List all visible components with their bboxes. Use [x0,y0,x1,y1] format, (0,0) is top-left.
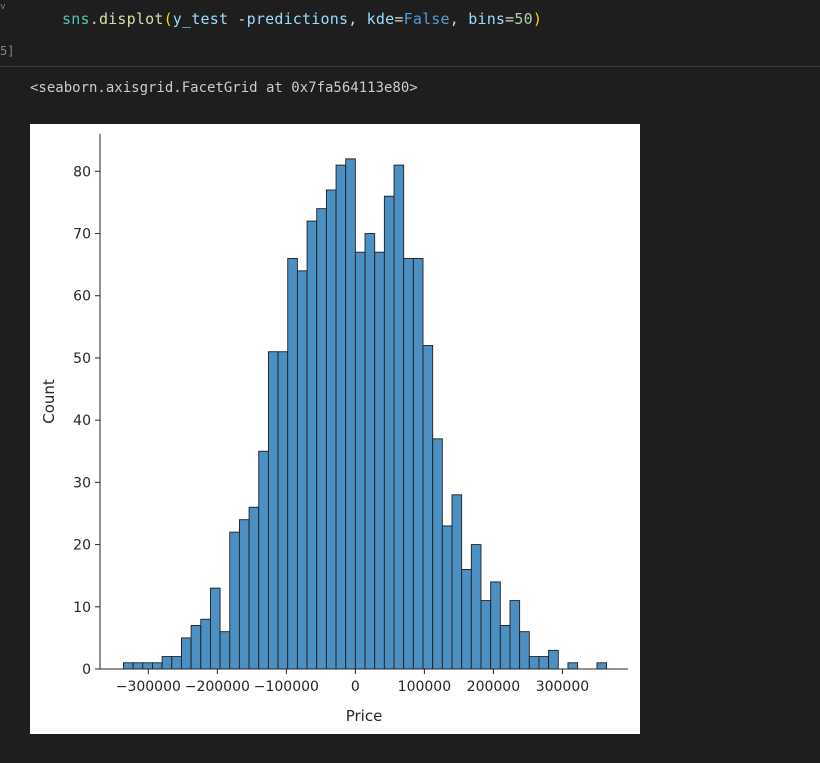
code-token-50: 50 [514,10,533,28]
histogram-bars [123,158,608,670]
histogram-bar [499,625,511,670]
histogram-bar [190,625,202,670]
histogram-bar [180,637,192,670]
histogram-bar [142,662,153,670]
y-tick-label: 80 [73,164,91,180]
y-tick-label: 50 [73,351,91,367]
code-token-open-paren: ( [163,10,173,28]
histogram-bar [412,257,424,670]
histogram-bar [422,345,434,670]
histogram-bar [238,519,250,670]
histogram-bar [596,662,608,670]
code-token-minus: - [228,10,247,28]
histogram-bar [354,251,366,670]
histogram-bar [374,251,385,670]
histogram-bar [480,600,492,670]
histogram-bar [171,656,182,670]
y-tick-label: 30 [73,475,91,491]
code-token-comma2: , [449,10,469,28]
histogram-bar [490,581,501,670]
histogram-bar [403,257,414,670]
code-token-kw-bins: bins [468,10,506,28]
output-repr-text: <seaborn.axisgrid.FacetGrid at 0x7fa5641… [30,80,418,96]
y-axis-title: Count [40,379,58,424]
histogram-bar [519,631,530,670]
code-token-false: False [403,10,450,28]
code-editor[interactable]: sns.displot(y_test -predictions, kde=Fal… [14,0,820,44]
code-cell[interactable]: ˅ 5] sns.displot(y_test -predictions, kd… [0,0,820,67]
plot-output-image: 0 10 20 30 40 50 60 70 80 −300000 −200000 −100000 0… [30,124,640,734]
histogram-chart: 0 10 20 30 40 50 60 70 80 −300000 −200000 −100000 0… [40,134,628,725]
histogram-bar [296,270,308,670]
x-tick-label: −100000 [254,679,319,695]
histogram-bar [267,351,279,670]
axes [99,134,628,670]
y-tick-label: 20 [73,538,91,554]
histogram-bar [567,662,579,670]
x-tick-label: 200000 [467,679,520,695]
histogram-bar [287,257,298,670]
histogram-bar [364,233,376,670]
y-tick-label: 70 [73,227,91,243]
histogram-bar [383,195,395,670]
histogram-bar [345,158,356,670]
code-token-close-paren: ) [532,10,543,28]
code-token-dot: . [89,10,99,28]
execution-count: 5] [0,44,15,58]
histogram-bar [441,525,453,670]
code-token-arg2: predictions [246,10,349,28]
code-token-arg1: y_test [172,10,229,28]
histogram-bar [509,600,521,670]
collapse-chevron-icon[interactable]: ˅ [0,2,6,13]
histogram-bar [432,438,443,670]
x-tick-label: 100000 [398,679,451,695]
code-token-comma1: , [348,10,367,28]
y-tick-label: 60 [73,289,91,305]
histogram-bar [528,656,540,670]
histogram-bar [132,662,144,670]
x-tick-label: −200000 [185,679,250,695]
x-ticks: −300000 −200000 −100000 0 100000 200000 300000 [116,669,589,695]
code-token-kw-kde: kde [366,10,395,28]
y-tick-label: 40 [73,413,91,429]
x-tick-label: 0 [351,679,360,695]
histogram-bar [209,587,221,670]
x-tick-label: −300000 [116,679,181,695]
histogram-bar [451,494,463,670]
histogram-bar [548,649,559,670]
x-tick-label: 300000 [536,679,589,695]
histogram-bar [152,662,163,670]
code-token-function: displot [98,10,164,28]
histogram-bar [306,220,318,670]
histogram-bar [470,544,482,670]
x-axis-title: Price [346,707,383,725]
code-line[interactable]: sns.displot(y_test -predictions, kde=Fal… [62,10,542,28]
histogram-bar [229,531,240,670]
y-tick-label: 10 [73,600,91,616]
code-token-eq2: = [505,10,515,28]
code-token-module: sns [62,10,90,28]
histogram-bar [538,656,550,670]
histogram-bar [200,618,211,670]
histogram-bar [325,189,337,670]
y-tick-label: 0 [82,662,91,678]
histogram-bar [461,569,472,670]
histogram-bar [277,351,289,670]
cell-execution-marker [0,0,6,66]
histogram-bar [335,164,347,670]
histogram-bar [248,506,260,670]
histogram-bar [258,450,269,670]
y-ticks: 0 10 20 30 40 50 60 70 80 [73,164,100,678]
code-token-eq1: = [394,10,404,28]
histogram-bar [219,631,231,670]
histogram-bar [123,662,134,670]
histogram-bar [161,656,173,670]
histogram-bar [316,208,327,670]
histogram-bar [393,164,405,670]
